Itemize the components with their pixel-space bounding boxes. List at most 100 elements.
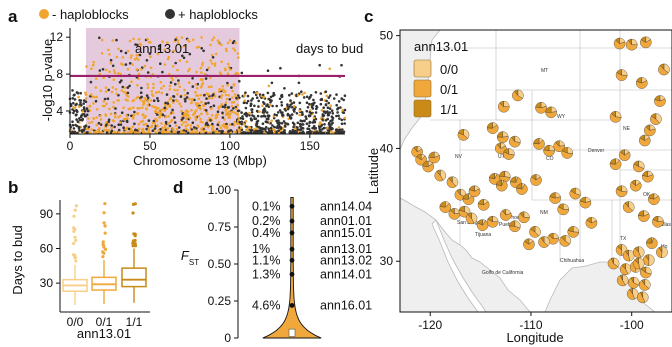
manhattan-point [187, 81, 191, 84]
fst-ytick-label: 0.25 [208, 294, 232, 308]
manhattan-point [327, 129, 331, 133]
manhattan-point [124, 63, 128, 66]
manhattan-point [120, 111, 124, 114]
manhattan-point [226, 83, 229, 87]
fst-outlier-percent: 0.4% [252, 226, 281, 240]
manhattan-point [87, 125, 91, 129]
manhattan-point [325, 99, 328, 103]
manhattan-point [297, 93, 300, 97]
manhattan-point [241, 117, 245, 121]
pie-slice [585, 219, 598, 229]
manhattan-point [300, 90, 303, 93]
population-pie [477, 199, 490, 211]
manhattan-point [117, 131, 120, 134]
manhattan-point [95, 116, 98, 119]
population-pie [636, 291, 649, 304]
manhattan-point [324, 119, 328, 122]
manhattan-point [105, 121, 108, 124]
manhattan-point [94, 86, 98, 89]
manhattan-point [321, 128, 324, 131]
population-pie [545, 106, 557, 119]
manhattan-point [224, 103, 227, 107]
manhattan-point [185, 117, 188, 120]
manhattan-point [140, 86, 143, 90]
manhattan-point [340, 122, 344, 126]
population-pie [523, 238, 535, 251]
manhattan-point [194, 90, 197, 94]
manhattan-point [209, 76, 212, 80]
manhattan-point [341, 108, 345, 112]
population-pie [547, 232, 559, 245]
manhattan-xtick-label: 50 [143, 139, 157, 153]
manhattan-point [233, 120, 237, 124]
manhattan-point [123, 86, 127, 90]
pie-slice [609, 159, 622, 170]
pie-slice [467, 212, 472, 219]
manhattan-point [107, 88, 110, 92]
legend-minus-marker [39, 9, 49, 19]
pie-slice [545, 106, 552, 113]
manhattan-point [74, 123, 77, 127]
population-pie [549, 192, 561, 204]
manhattan-point [168, 88, 172, 91]
manhattan-point [314, 117, 318, 121]
manhattan-point [200, 71, 203, 74]
pie-slice [495, 143, 507, 155]
manhattan-point [176, 68, 179, 72]
population-pie [585, 217, 598, 229]
manhattan-point [111, 39, 114, 42]
manhattan-point [220, 43, 223, 47]
land-area [400, 30, 672, 312]
manhattan-point [336, 107, 339, 111]
manhattan-point [186, 123, 190, 127]
manhattan-point [221, 105, 225, 108]
box-outlier [73, 227, 77, 232]
manhattan-point [270, 119, 274, 122]
manhattan-point [82, 106, 86, 109]
pie-slice [477, 199, 484, 206]
manhattan-point [226, 72, 230, 75]
manhattan-point [245, 101, 249, 105]
box-outlier [74, 204, 78, 208]
manhattan-point [243, 99, 246, 102]
manhattan-point [216, 39, 220, 42]
manhattan-point [85, 127, 89, 130]
manhattan-point [323, 123, 326, 126]
manhattan-point [292, 105, 296, 108]
manhattan-point [230, 110, 234, 114]
manhattan-point [223, 126, 227, 129]
manhattan-point [233, 49, 237, 52]
manhattan-point [179, 45, 183, 49]
manhattan-point [146, 86, 150, 89]
manhattan-point [213, 64, 217, 67]
fst-violin-box [288, 328, 296, 337]
manhattan-point [307, 127, 311, 131]
manhattan-point [182, 56, 186, 60]
state-borders [430, 30, 672, 262]
manhattan-point [296, 126, 299, 129]
manhattan-point [119, 72, 122, 76]
manhattan-point [191, 77, 194, 80]
manhattan-point [276, 126, 280, 130]
manhattan-point [76, 91, 80, 95]
manhattan-point [211, 131, 215, 134]
manhattan-point [175, 36, 179, 40]
manhattan-point [336, 111, 339, 114]
pie-slice [561, 147, 568, 154]
manhattan-point [203, 72, 207, 76]
pie-slice [498, 102, 510, 113]
manhattan-point [212, 36, 216, 39]
manhattan-point [104, 68, 108, 72]
map-xtick-label: -120 [418, 318, 442, 332]
manhattan-point [240, 111, 243, 114]
pie-slice [624, 201, 629, 208]
manhattan-point [342, 98, 346, 102]
manhattan-point [120, 79, 123, 82]
manhattan-plot: 4 8 12 0 50 100 150 [50, 28, 347, 153]
manhattan-point [97, 121, 101, 125]
manhattan-point [315, 107, 318, 111]
pie-slice [545, 111, 557, 119]
manhattan-point [250, 128, 253, 132]
pie-slice [529, 226, 536, 233]
manhattan-point [78, 117, 81, 120]
